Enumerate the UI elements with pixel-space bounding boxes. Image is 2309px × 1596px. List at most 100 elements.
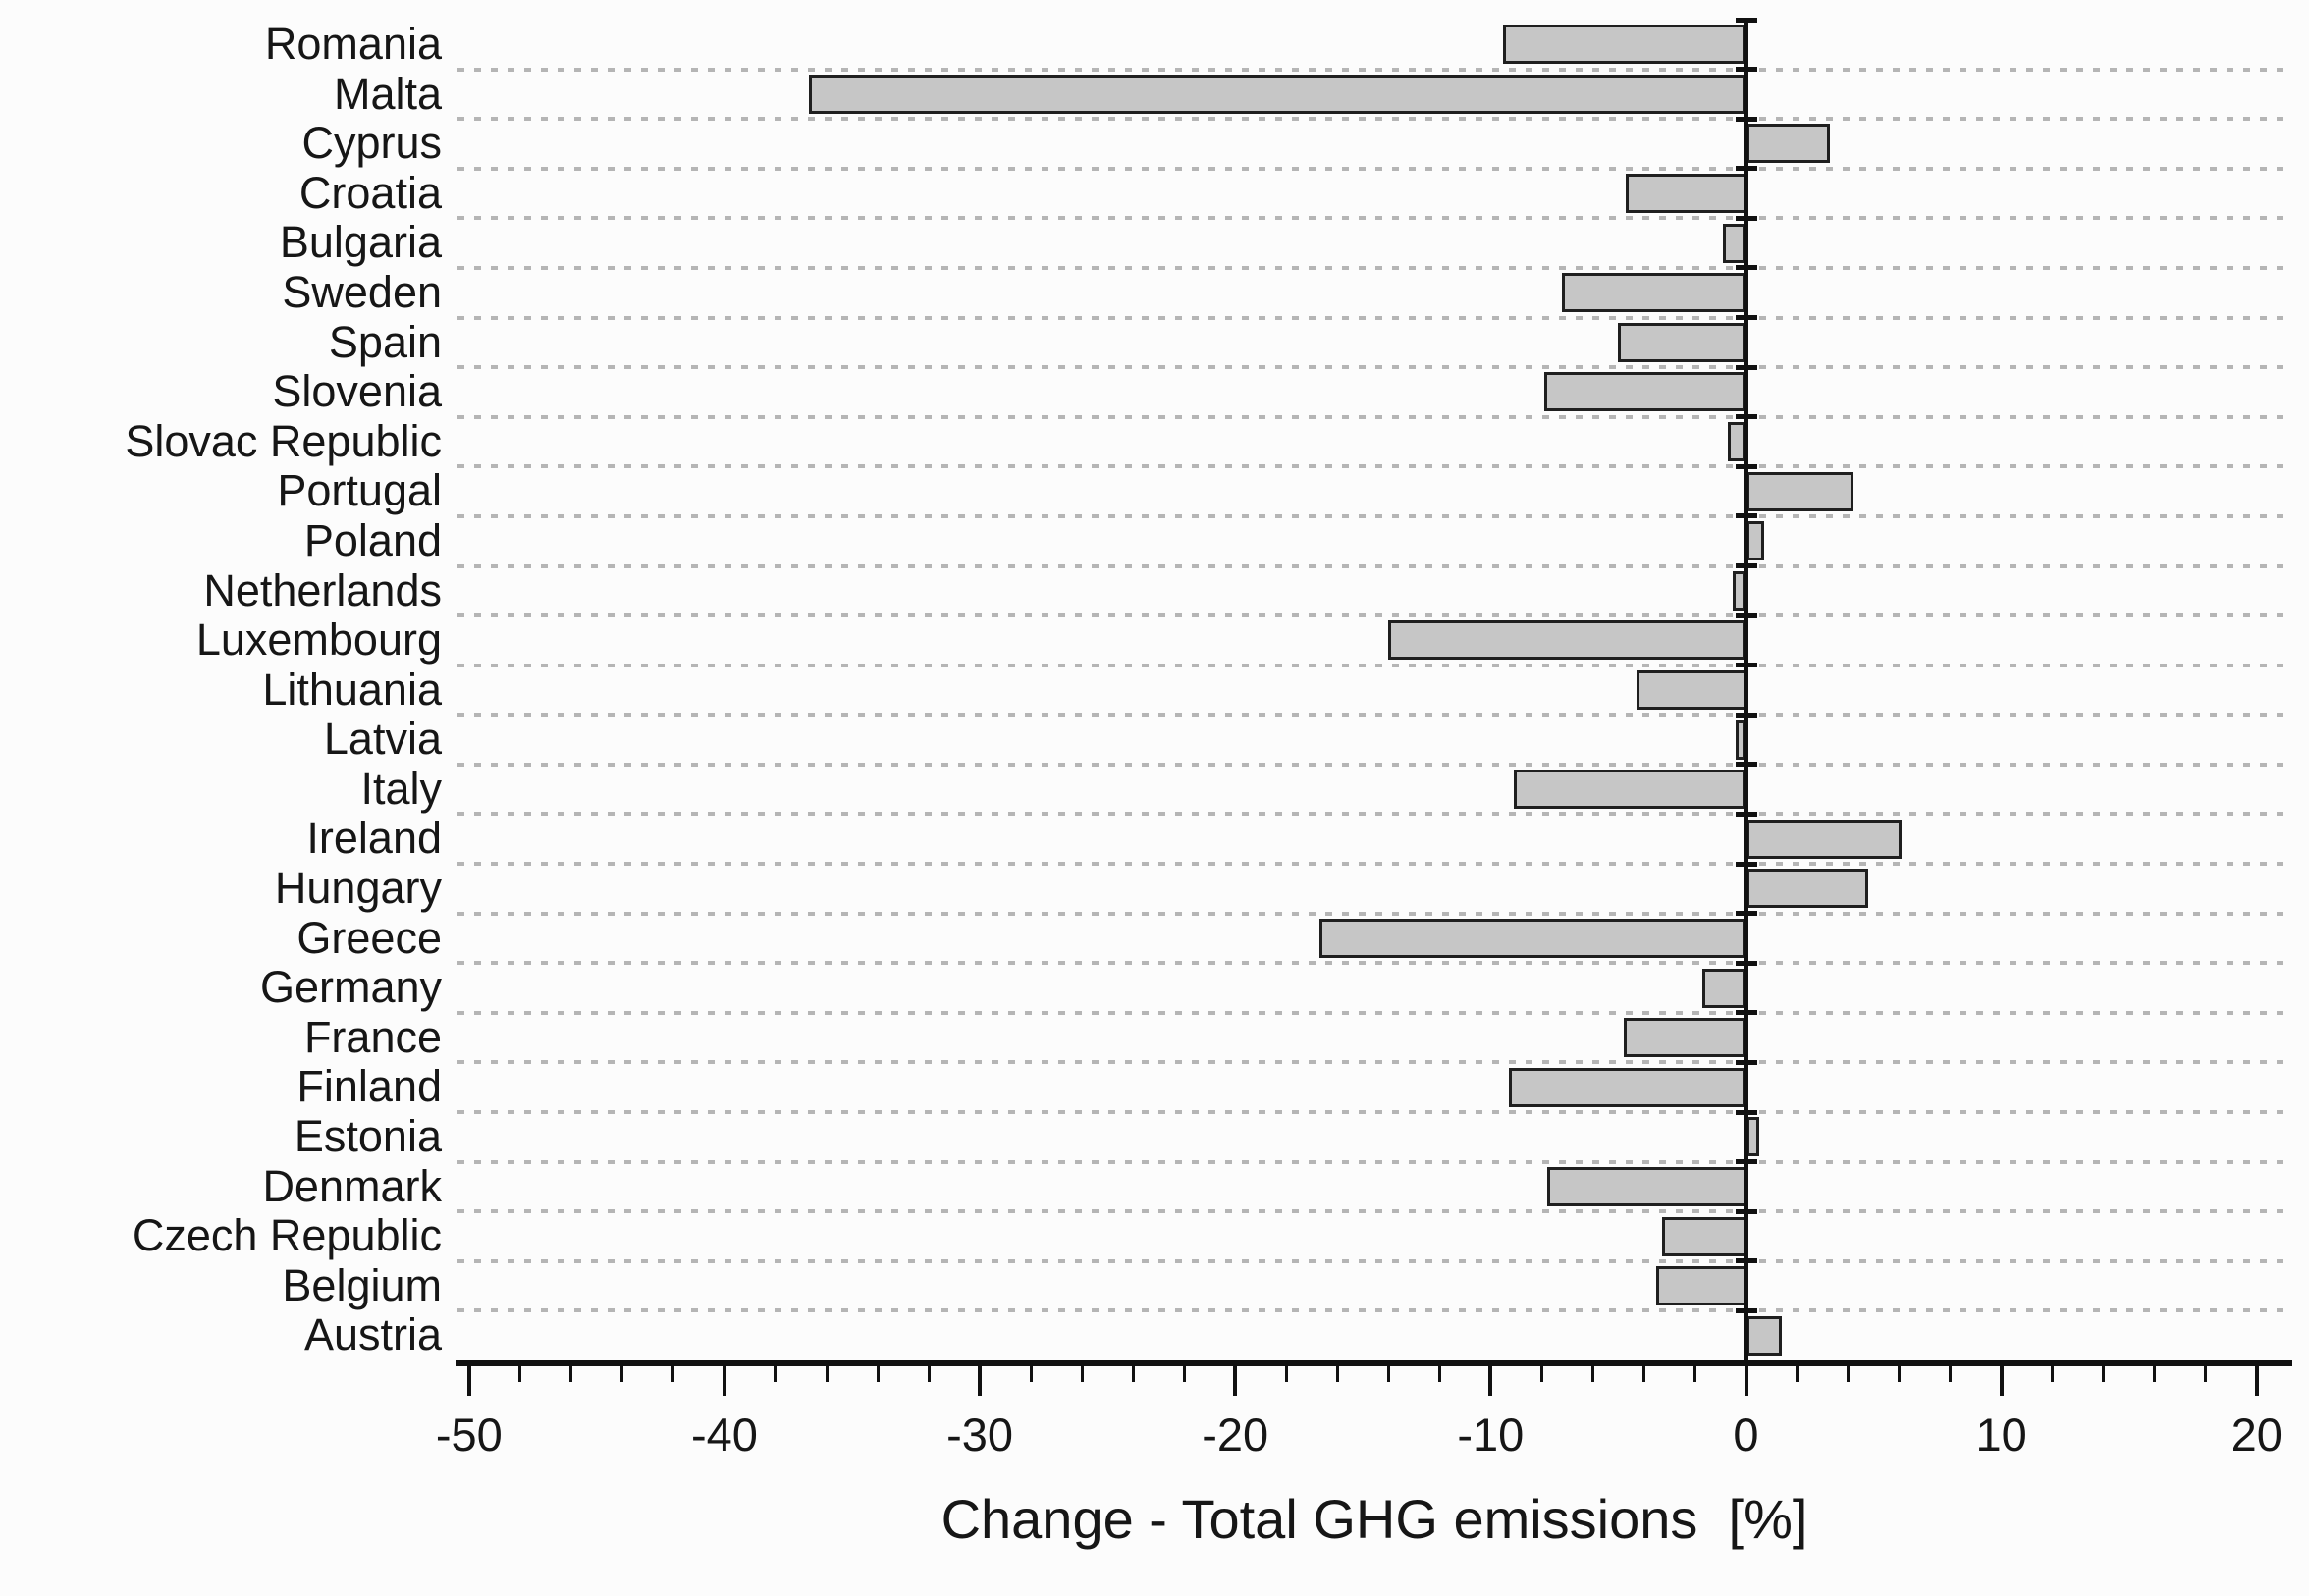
zero-axis-line <box>1744 20 1748 1363</box>
gridline <box>457 117 2291 122</box>
x-axis-minor-tick <box>1641 1366 1645 1382</box>
gridline <box>457 812 2291 817</box>
gridline <box>457 663 2291 667</box>
gridline <box>457 762 2291 767</box>
x-axis-minor-tick <box>927 1366 931 1382</box>
x-axis-minor-tick <box>1847 1366 1851 1382</box>
bar <box>1723 223 1746 263</box>
category-label: Croatia <box>298 167 442 218</box>
x-axis-tick-label: 20 <box>2230 1409 2282 1461</box>
x-axis-tick-label: -40 <box>690 1409 758 1461</box>
bar <box>1656 1266 1746 1306</box>
gridline <box>457 1209 2291 1214</box>
x-axis-major-tick <box>1488 1366 1493 1396</box>
gridline <box>457 67 2291 72</box>
x-axis-minor-tick <box>518 1366 522 1382</box>
gridline <box>457 315 2291 320</box>
x-axis-major-tick <box>1744 1366 1748 1396</box>
x-axis-major-tick <box>978 1366 983 1396</box>
gridline <box>457 1060 2291 1065</box>
x-axis-minor-tick <box>1949 1366 1953 1382</box>
gridline <box>457 1308 2291 1313</box>
x-axis-tick-label: 0 <box>1733 1409 1759 1461</box>
category-label: Hungary <box>274 863 442 914</box>
x-axis-major-tick <box>722 1366 726 1396</box>
bar <box>1636 670 1746 710</box>
category-label: Austria <box>303 1309 442 1360</box>
gridline <box>457 1258 2291 1263</box>
gridline <box>457 216 2291 221</box>
category-label: Slovenia <box>272 366 442 417</box>
x-axis-minor-tick <box>825 1366 829 1382</box>
bar <box>1626 174 1746 214</box>
gridline <box>457 166 2291 171</box>
category-label: Ireland <box>306 813 442 864</box>
category-label: Italy <box>360 763 442 814</box>
bar <box>1508 1067 1746 1107</box>
gridline <box>457 961 2291 966</box>
x-axis-minor-tick <box>1386 1366 1390 1382</box>
x-axis-minor-tick <box>1029 1366 1033 1382</box>
bar <box>1745 471 1853 511</box>
bar <box>1745 124 1831 164</box>
gridline <box>457 563 2291 568</box>
category-label: Luxembourg <box>195 614 442 665</box>
x-axis-minor-tick <box>1131 1366 1135 1382</box>
x-axis-tick-label: -30 <box>946 1409 1014 1461</box>
category-label: Spain <box>328 316 442 367</box>
bar <box>1745 819 1903 859</box>
x-axis-tick-label: 10 <box>1975 1409 2027 1461</box>
bar <box>1562 273 1746 313</box>
x-axis-minor-tick <box>2051 1366 2055 1382</box>
x-axis-minor-tick <box>1437 1366 1441 1382</box>
gridline <box>457 513 2291 518</box>
x-axis-minor-tick <box>1335 1366 1339 1382</box>
category-label: Netherlands <box>203 564 442 615</box>
gridline <box>457 464 2291 469</box>
x-axis-tick-label: -20 <box>1202 1409 1269 1461</box>
x-axis-minor-tick <box>671 1366 675 1382</box>
x-axis-minor-tick <box>1796 1366 1799 1382</box>
bar <box>1503 25 1746 65</box>
category-label: Poland <box>303 514 442 565</box>
x-axis-line <box>456 1360 2292 1366</box>
category-label: Germany <box>259 962 442 1013</box>
gridline <box>457 911 2291 916</box>
x-axis-minor-tick <box>2153 1366 2157 1382</box>
gridline <box>457 1110 2291 1115</box>
gridline <box>457 862 2291 867</box>
category-label: Greece <box>296 912 442 963</box>
category-label: Sweden <box>282 266 442 317</box>
bar <box>1745 521 1764 561</box>
category-label: Portugal <box>277 465 442 516</box>
bar <box>1745 869 1869 909</box>
x-axis-minor-tick <box>774 1366 778 1382</box>
gridline <box>457 1159 2291 1164</box>
gridline <box>457 713 2291 718</box>
x-axis-minor-tick <box>1692 1366 1696 1382</box>
category-label: Denmark <box>262 1160 442 1211</box>
x-axis-minor-tick <box>1898 1366 1902 1382</box>
gridline <box>457 1010 2291 1015</box>
bar <box>1319 918 1746 958</box>
category-label: Estonia <box>294 1111 442 1162</box>
gridline <box>457 365 2291 370</box>
x-axis-minor-tick <box>2102 1366 2106 1382</box>
gridline <box>457 613 2291 618</box>
x-axis-major-tick <box>1999 1366 2004 1396</box>
x-axis-minor-tick <box>1539 1366 1543 1382</box>
gridline <box>457 265 2291 270</box>
bar <box>1661 1216 1746 1256</box>
x-axis-major-tick <box>2254 1366 2259 1396</box>
bar <box>1618 322 1746 362</box>
x-axis-minor-tick <box>569 1366 573 1382</box>
bar <box>1388 620 1746 661</box>
x-axis-title: Change - Total GHG emissions [%] <box>940 1488 1808 1550</box>
bar <box>1623 1018 1746 1058</box>
x-axis-minor-tick <box>620 1366 624 1382</box>
category-label: Latvia <box>323 714 442 765</box>
category-label: Czech Republic <box>132 1210 442 1261</box>
category-label: Romania <box>264 19 442 69</box>
